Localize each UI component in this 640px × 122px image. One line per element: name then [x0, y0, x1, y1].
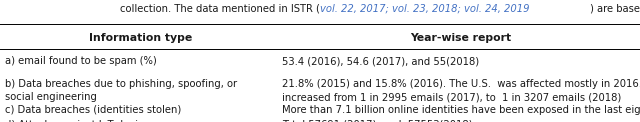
Text: 53.4 (2016), 54.6 (2017), and 55(2018): 53.4 (2016), 54.6 (2017), and 55(2018)	[282, 56, 479, 66]
Text: ) are based on the U.S. and other countries.: ) are based on the U.S. and other countr…	[590, 4, 640, 14]
Text: Year-wise report: Year-wise report	[410, 33, 511, 43]
Text: collection. The data mentioned in ISTR (: collection. The data mentioned in ISTR (	[120, 4, 320, 14]
Text: 21.8% (2015) and 15.8% (2016). The U.S.  was affected mostly in 2016. Phishing l: 21.8% (2015) and 15.8% (2016). The U.S. …	[282, 79, 640, 102]
Text: a) email found to be spam (%): a) email found to be spam (%)	[5, 56, 157, 66]
Text: Information type: Information type	[89, 33, 193, 43]
Text: vol. 22, 2017; vol. 23, 2018; vol. 24, 2019: vol. 22, 2017; vol. 23, 2018; vol. 24, 2…	[320, 4, 529, 14]
Text: c) Data breaches (identities stolen): c) Data breaches (identities stolen)	[5, 105, 181, 115]
Text: More than 7.1 billion online identities have been exposed in the last eight year: More than 7.1 billion online identities …	[282, 105, 640, 115]
Text: Total 57691 (2017), and  57553(2018): Total 57691 (2017), and 57553(2018)	[282, 120, 472, 122]
Text: d) Attacks against IoT devices: d) Attacks against IoT devices	[5, 120, 155, 122]
Text: b) Data breaches due to phishing, spoofing, or
social engineering: b) Data breaches due to phishing, spoofi…	[5, 79, 237, 102]
